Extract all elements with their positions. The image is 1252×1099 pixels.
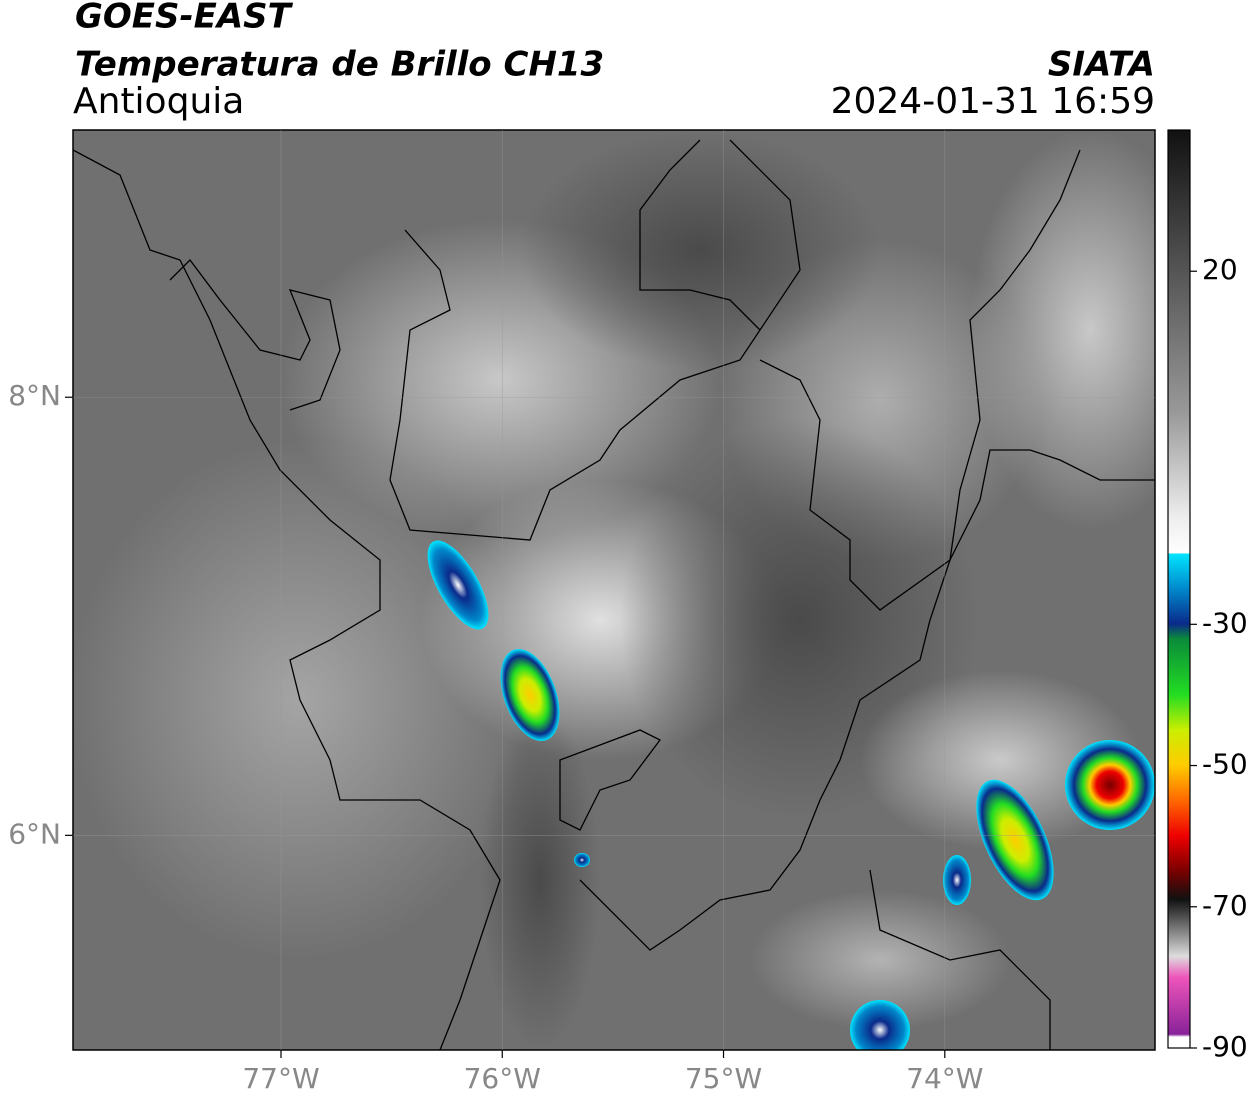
x-tick-label: 76°W	[464, 1062, 541, 1095]
title: GOES-EAST	[75, 0, 294, 37]
subtitle: Temperatura de Brillo CH13	[75, 45, 604, 85]
colorbar-tick-label: -70	[1202, 889, 1248, 922]
colorbar-tick-label: -50	[1202, 748, 1248, 781]
map-frame	[72, 129, 1156, 1051]
x-tick-label: 74°W	[906, 1062, 983, 1095]
y-tick-label: 8°N	[8, 379, 61, 412]
source: SIATA	[1048, 45, 1155, 85]
datetime: 2024-01-31 16:59	[831, 81, 1155, 122]
colorbar-tick-label: -30	[1202, 606, 1248, 639]
region: Antioquia	[73, 81, 244, 122]
x-tick-label: 77°W	[242, 1062, 319, 1095]
colorbar-tick-label: -90	[1202, 1030, 1248, 1063]
colorbar	[1167, 129, 1191, 1049]
colorbar-tick-label: 20	[1202, 253, 1238, 286]
y-tick-label: 6°N	[8, 817, 61, 850]
x-tick-label: 75°W	[685, 1062, 762, 1095]
satellite-image	[73, 130, 1155, 1050]
